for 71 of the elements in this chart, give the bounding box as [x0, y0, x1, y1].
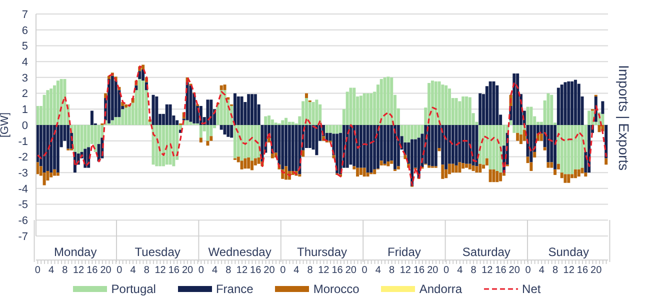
x-tick-label: 8	[226, 265, 232, 276]
x-tick-label: 16	[332, 265, 344, 276]
text: Wednesday	[208, 245, 272, 259]
x-tick-label: 16	[168, 265, 180, 276]
legend-label: Morocco	[313, 282, 360, 296]
y-tick-label: 3	[22, 72, 28, 84]
x-tick-label: 12	[563, 265, 575, 276]
x-tick-label: 4	[130, 265, 136, 276]
x-tick-label: 20	[100, 265, 112, 276]
x-tick-label: 4	[212, 265, 218, 276]
x-tick-label: 12	[400, 265, 412, 276]
x-tick-label: 4	[457, 265, 464, 276]
y-tick-label: 6	[22, 24, 28, 37]
legend-label: Net	[522, 282, 541, 296]
x-tick-label: 4	[294, 265, 300, 276]
x-tick-label: 12	[318, 265, 330, 276]
y-tick-label: 0	[22, 120, 28, 132]
y-tick-label: 1	[22, 104, 28, 116]
y-tick-label: -7	[18, 230, 28, 243]
x-tick-label: 0	[362, 265, 368, 276]
y-tick-label: 2	[22, 88, 28, 100]
y-tick-label: -3	[18, 167, 28, 180]
y-tick-label: -2	[18, 152, 28, 164]
y-axis-title: [GW]	[0, 112, 11, 138]
x-tick-label: 8	[470, 265, 477, 276]
x-tick-label: 20	[590, 265, 602, 276]
legend-label: Portugal	[111, 282, 156, 296]
x-tick-label: 4	[538, 265, 545, 276]
y-tick-label: -4	[18, 183, 28, 196]
x-tick-label: 0	[280, 265, 286, 276]
x-tick-label: 20	[264, 265, 276, 276]
text: Thursday	[296, 245, 348, 259]
text: Saturday	[462, 245, 510, 259]
y-tick-label: 4	[22, 56, 28, 68]
x-tick-label: 0	[116, 265, 123, 276]
x-tick-label: 8	[389, 265, 396, 276]
x-tick-label: 16	[576, 265, 588, 276]
x-tick-label: 20	[345, 265, 357, 276]
x-tick-label: 0	[34, 265, 41, 276]
x-tick-label: 20	[508, 265, 520, 276]
y-tick-label: -5	[18, 199, 28, 212]
x-tick-label: 0	[443, 265, 450, 276]
x-tick-label: 0	[525, 265, 532, 276]
text: Monday	[54, 245, 97, 259]
x-tick-label: 16	[250, 265, 262, 276]
y-tick-label: -1	[18, 136, 28, 148]
x-tick-label: 4	[375, 265, 382, 276]
x-tick-label: 4	[48, 265, 55, 276]
legend-label: France	[216, 282, 254, 296]
x-tick-label: 8	[307, 265, 314, 276]
y-tick-label: 7	[22, 8, 28, 21]
x-tick-label: 8	[552, 265, 558, 276]
text: Friday	[388, 245, 421, 259]
y2-axis-title: Imports | Exports	[616, 64, 632, 173]
x-tick-label: 0	[198, 265, 204, 276]
x-tick-label: 16	[413, 265, 426, 276]
x-tick-label: 20	[182, 265, 194, 276]
y-tick-label: 5	[22, 40, 28, 53]
x-tick-label: 12	[72, 265, 85, 276]
x-tick-label: 8	[144, 265, 150, 276]
x-tick-label: 8	[62, 265, 68, 276]
legend-label: Andorra	[419, 282, 462, 296]
x-tick-label: 16	[86, 265, 98, 276]
x-tick-label: 12	[154, 265, 166, 276]
x-tick-label: 16	[495, 265, 507, 276]
x-tick-label: 12	[236, 265, 248, 276]
text: Sunday	[548, 245, 589, 259]
y-tick-label: -6	[18, 215, 28, 228]
x-tick-label: 12	[482, 265, 494, 276]
text: Tuesday	[134, 245, 180, 259]
x-tick-label: 20	[427, 265, 439, 276]
